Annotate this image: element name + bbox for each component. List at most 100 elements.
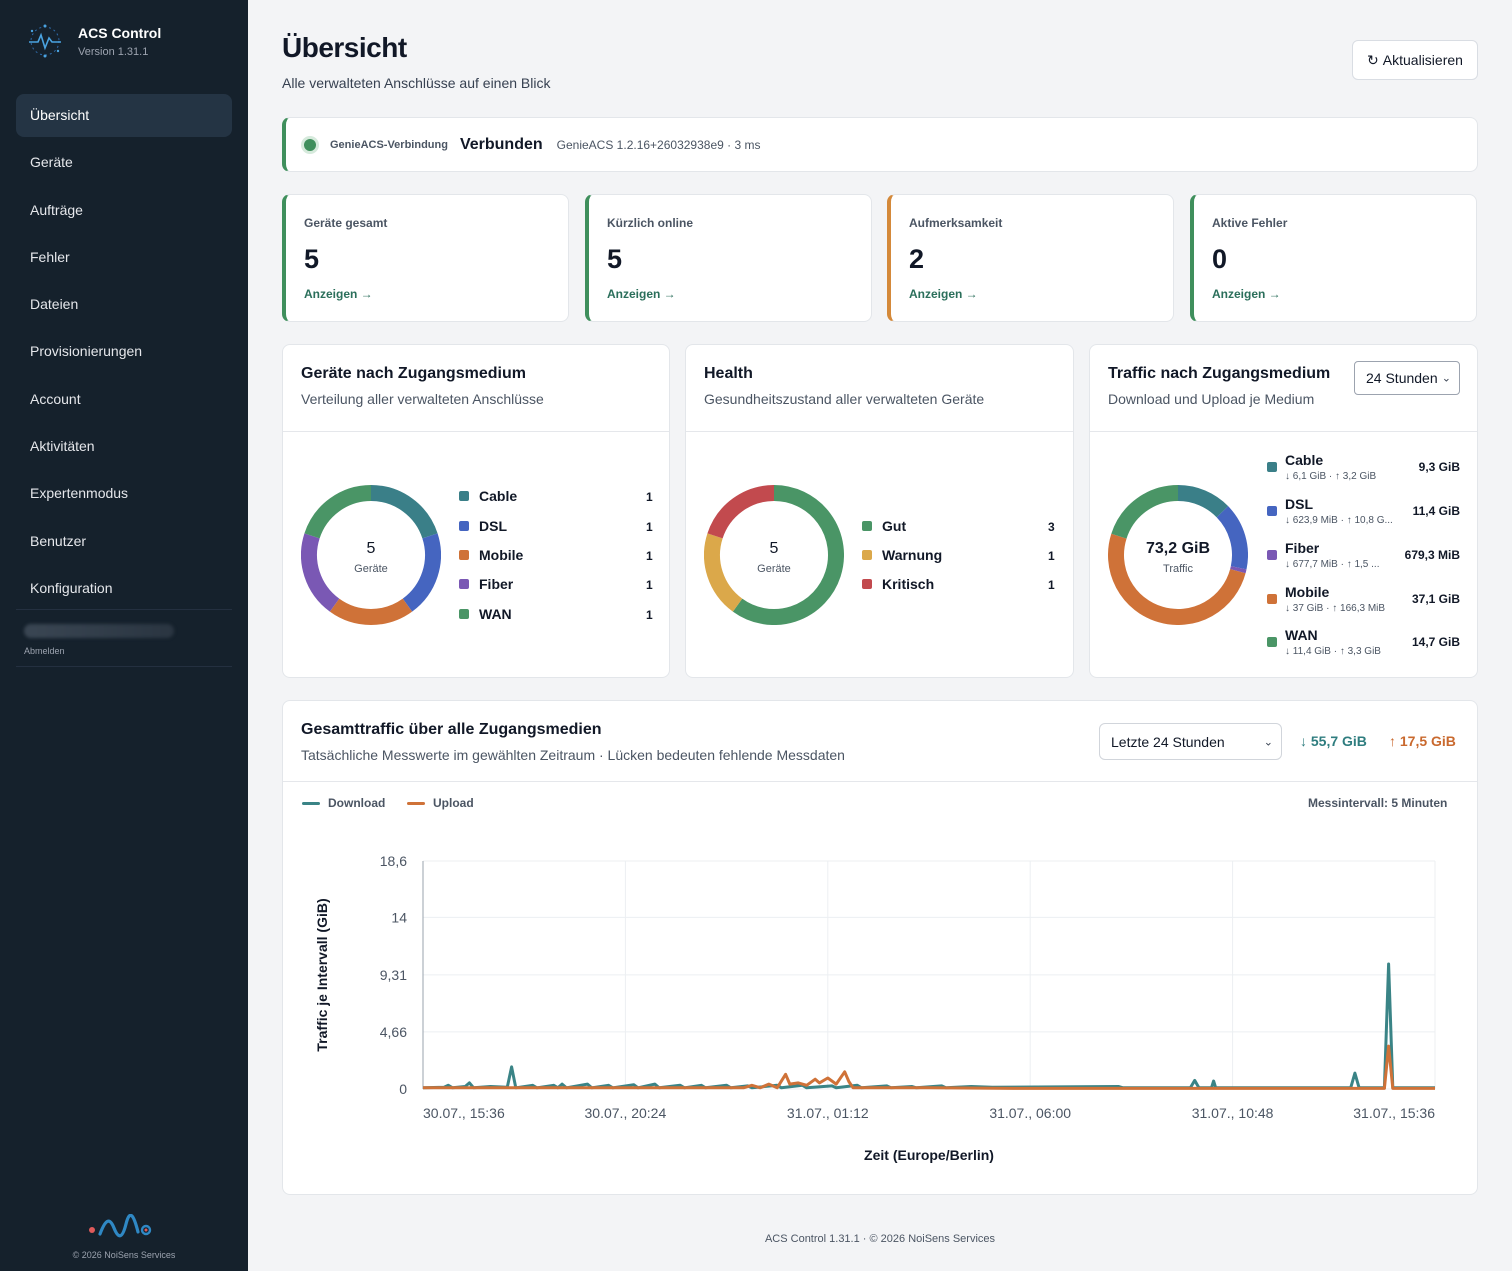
sidebar-item-uebersicht[interactable]: Übersicht	[16, 94, 232, 137]
stat-label: Aktive Fehler	[1212, 216, 1288, 230]
brand[interactable]: ACS Control Version 1.31.1	[26, 22, 161, 60]
x-tick-label: 31.07., 01:12	[787, 1105, 869, 1121]
card-title: Health	[704, 365, 753, 382]
card-title: Gesamttraffic über alle Zugangsmedien	[301, 721, 602, 738]
x-tick-label: 30.07., 20:24	[585, 1105, 667, 1121]
refresh-button[interactable]: ↻ Aktualisieren	[1352, 40, 1478, 80]
health-slice-gut	[732, 485, 844, 625]
connection-status: Verbunden	[459, 135, 543, 153]
legend-line-swatch	[407, 801, 425, 805]
traffic-item-name: Fiber	[1285, 540, 1320, 556]
traffic-by-medium-card: Traffic nach Zugangsmedium Download und …	[1089, 344, 1478, 678]
legend-name: WAN	[479, 606, 512, 622]
sidebar-item-benutzer[interactable]: Benutzer	[30, 532, 87, 549]
legend-swatch	[1267, 594, 1277, 604]
health-donut-chart: 5 Geräte	[704, 485, 844, 625]
measurement-interval: Messintervall: 5 Minuten	[1308, 796, 1448, 810]
traffic-item-cable: Cable ↓ 6,1 GiB · ↑ 3,2 GiB	[1285, 452, 1410, 482]
legend-name: Gut	[882, 518, 907, 534]
x-tick-label: 30.07., 15:36	[423, 1105, 505, 1121]
traffic-donut-chart: 73,2 GiB Traffic	[1108, 485, 1248, 625]
y-tick-label: 14	[391, 909, 407, 925]
total-range-select[interactable]: Letzte 24 Stunden ⌄	[1099, 723, 1282, 760]
legend-swatch	[1267, 462, 1277, 472]
health-card: Health Gesundheitszustand aller verwalte…	[685, 344, 1074, 678]
legend-item-kritisch: Kritisch	[862, 576, 934, 592]
stat-card-devices-total: Geräte gesamt 5 Anzeigen →	[282, 194, 569, 322]
logout-link[interactable]: Abmelden	[24, 646, 65, 656]
upload-total: ↑ 17,5 GiB	[1389, 733, 1456, 749]
chevron-down-icon: ⌄	[1263, 736, 1273, 748]
x-tick-label: 31.07., 15:36	[1353, 1105, 1435, 1121]
stat-card-attention: Aufmerksamkeit 2 Anzeigen →	[887, 194, 1174, 322]
card-subtitle: Verteilung aller verwalteten Anschlüsse	[301, 391, 544, 407]
donut-center-label: Traffic	[1163, 563, 1193, 575]
traffic-item-fiber: Fiber ↓ 677,7 MiB · ↑ 1,5 ...	[1285, 540, 1385, 570]
sidebar-item-fehler[interactable]: Fehler	[30, 248, 70, 265]
traffic-range-select[interactable]: 24 Stunden ⌄	[1354, 361, 1460, 395]
card-header: Health Gesundheitszustand aller verwalte…	[686, 345, 1073, 432]
connection-meta: GenieACS 1.2.16+26032938e9 · 3 ms	[556, 137, 761, 152]
sidebar-item-geraete[interactable]: Geräte	[30, 154, 73, 171]
traffic-item-total: 14,7 GiB	[1411, 635, 1460, 649]
sidebar-item-account[interactable]: Account	[30, 390, 81, 407]
connection-banner: GenieACS-Verbindung Verbunden GenieACS 1…	[282, 117, 1478, 172]
y-tick-label: 18,6	[380, 853, 407, 869]
legend-swatch	[459, 521, 469, 531]
sidebar-item-dateien[interactable]: Dateien	[30, 296, 79, 313]
stat-show-link[interactable]: Anzeigen →	[1212, 287, 1281, 301]
stat-show-link[interactable]: Anzeigen →	[909, 287, 978, 301]
stat-show-link[interactable]: Anzeigen →	[607, 287, 676, 301]
page-title: Übersicht	[282, 32, 407, 63]
connection-label: GenieACS-Verbindung	[330, 138, 448, 151]
traffic-item-wan: WAN ↓ 11,4 GiB · ↑ 3,3 GiB	[1285, 627, 1403, 657]
main-content: Übersicht Alle verwalteten Anschlüsse au…	[248, 0, 1512, 1271]
app-version: Version 1.31.1	[78, 45, 149, 58]
traffic-item-name: Mobile	[1285, 584, 1330, 600]
legend-line-swatch	[302, 801, 320, 805]
legend-name: Fiber	[479, 576, 514, 592]
page-footer: ACS Control 1.31.1 · © 2026 NoiSens Serv…	[764, 1233, 996, 1245]
legend-value: 1	[1048, 578, 1055, 592]
card-header: Geräte nach Zugangsmedium Verteilung all…	[283, 345, 669, 432]
legend-value: 1	[646, 549, 653, 563]
legend-value: 1	[646, 578, 653, 592]
total-traffic-card: Gesamttraffic über alle Zugangsmedien Ta…	[282, 700, 1478, 1195]
traffic-item-total: 679,3 MiB	[1404, 548, 1460, 562]
legend-swatch	[862, 550, 872, 560]
refresh-icon: ↻	[1367, 51, 1379, 68]
legend-name: DSL	[479, 518, 507, 534]
refresh-label: Aktualisieren	[1382, 52, 1463, 68]
donut-center-value: 5	[367, 540, 376, 557]
sidebar-nav: Übersicht Geräte Aufträge Fehler Dateien…	[16, 94, 232, 614]
traffic-slice-cable	[1177, 485, 1229, 518]
donut-center-label: Geräte	[354, 563, 388, 575]
y-tick-label: 9,31	[380, 967, 407, 983]
sidebar-item-auftraege[interactable]: Aufträge	[30, 201, 83, 218]
stat-show-link[interactable]: Anzeigen →	[304, 287, 373, 301]
legend-swatch	[459, 579, 469, 589]
card-header: Gesamttraffic über alle Zugangsmedien Ta…	[283, 701, 1477, 782]
legend-name: Warnung	[882, 547, 943, 563]
user-name-redacted	[24, 624, 174, 638]
select-value: 24 Stunden	[1366, 370, 1438, 386]
legend-swatch	[862, 521, 872, 531]
card-title: Geräte nach Zugangsmedium	[301, 365, 526, 382]
chevron-down-icon: ⌄	[1441, 372, 1451, 385]
medium-donut-chart: 5 Geräte	[301, 485, 441, 625]
legend-value: 3	[1048, 520, 1055, 534]
noisens-logo-icon	[89, 1214, 152, 1238]
legend-value: 1	[646, 608, 653, 622]
stat-value: 5	[304, 244, 320, 274]
traffic-item-total: 11,4 GiB	[1412, 504, 1460, 518]
sidebar-item-provisionierungen[interactable]: Provisionierungen	[30, 343, 143, 360]
legend-item-gut: Gut	[862, 518, 906, 534]
card-subtitle: Tatsächliche Messwerte im gewählten Zeit…	[301, 747, 845, 763]
sidebar-item-aktivitaeten[interactable]: Aktivitäten	[30, 438, 95, 455]
sidebar: ACS Control Version 1.31.1 Übersicht Ger…	[0, 0, 248, 1271]
legend-item-fiber: Fiber	[459, 576, 513, 592]
legend-label: Download	[328, 796, 386, 810]
sidebar-item-konfiguration[interactable]: Konfiguration	[30, 579, 113, 596]
sidebar-item-expertenmodus[interactable]: Expertenmodus	[30, 485, 129, 502]
legend-swatch	[1267, 550, 1277, 560]
